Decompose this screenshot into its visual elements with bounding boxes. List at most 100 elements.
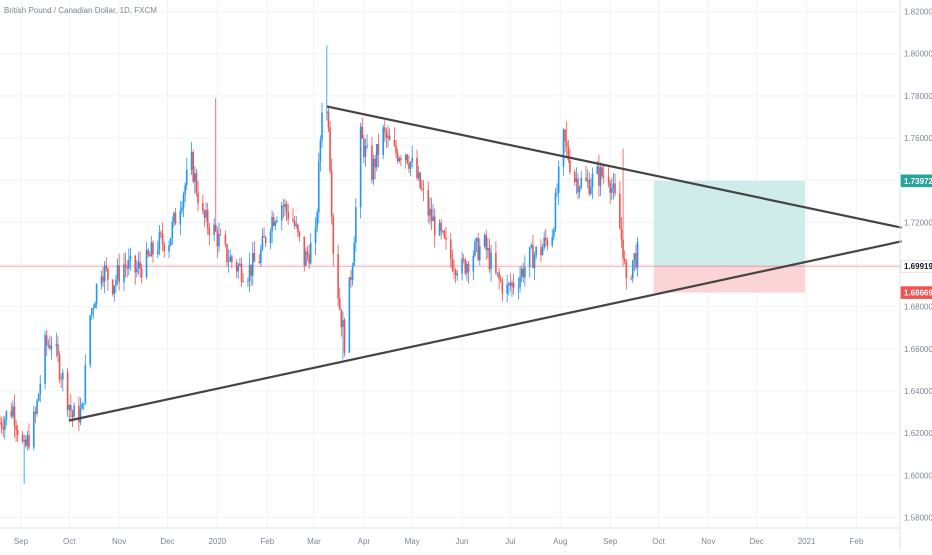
candle-body <box>562 129 565 167</box>
candle-body <box>147 250 149 256</box>
candle-body <box>445 237 447 240</box>
price-badge-target <box>900 174 932 188</box>
candle-body <box>443 231 446 238</box>
candle-body <box>541 247 544 256</box>
candle-body <box>219 234 222 236</box>
candle-body <box>429 208 431 216</box>
candle-body <box>472 255 475 272</box>
candle-body <box>216 231 219 247</box>
candle-body <box>338 298 341 310</box>
candle-body <box>478 246 481 261</box>
candle-body <box>633 253 636 261</box>
x-tick-label: Feb <box>850 537 864 546</box>
candle-body <box>116 265 119 280</box>
candle-body <box>103 265 106 282</box>
candle-body <box>203 210 206 218</box>
candle-body <box>285 203 288 212</box>
candle-body <box>343 319 346 353</box>
candle-body <box>586 179 589 181</box>
candle-body <box>573 171 576 182</box>
candle-body <box>160 232 162 234</box>
y-tick-label: 1.64000 <box>904 387 932 396</box>
candle-body <box>598 166 600 186</box>
candle-body <box>115 279 117 286</box>
candle-body <box>506 284 508 294</box>
candle-body <box>152 242 154 255</box>
candle-body <box>295 224 298 227</box>
candle-body <box>271 217 273 232</box>
candle-body <box>377 144 380 155</box>
candle-body <box>483 234 486 247</box>
x-tick-label: 2020 <box>208 537 226 546</box>
candle-body <box>375 144 378 168</box>
candle-body <box>337 254 339 299</box>
candle-body <box>353 242 356 266</box>
candle-body <box>90 308 93 316</box>
candle-body <box>57 344 59 356</box>
candle-body <box>50 346 53 349</box>
candle-body <box>400 158 402 161</box>
candle-body <box>205 210 207 218</box>
candle-body <box>554 193 557 230</box>
price-badges: 1.73972 1.69919 1.68669 <box>900 174 932 299</box>
candle-body <box>260 249 262 264</box>
candle-body <box>197 192 199 204</box>
candle-body <box>374 158 376 168</box>
candle-body <box>148 255 151 257</box>
candle-body <box>544 237 547 241</box>
candle-body <box>623 258 626 262</box>
candle-body <box>105 265 108 269</box>
candle-body <box>231 256 233 263</box>
candle-body <box>327 111 330 128</box>
candle-body <box>427 190 430 216</box>
y-tick-label: 1.62000 <box>904 429 932 438</box>
candle-body <box>173 212 175 223</box>
candle-body <box>350 277 352 280</box>
candle-body <box>411 157 413 163</box>
y-tick-label: 1.68000 <box>904 303 932 312</box>
candle-body <box>0 422 3 428</box>
candle-body <box>602 176 605 177</box>
candle-body <box>364 145 367 158</box>
x-tick-label: 2021 <box>798 537 816 546</box>
candle-body <box>557 166 560 193</box>
candle-body <box>94 303 96 309</box>
candle-body <box>250 264 252 276</box>
symbol-title: British Pound / Canadian Dollar, 1D, FXC… <box>4 6 157 15</box>
candle-body <box>12 406 14 417</box>
price-badge-stop <box>900 286 932 299</box>
candle-body <box>409 162 412 169</box>
candle-body <box>636 241 639 268</box>
candle-body <box>351 265 354 280</box>
y-tick-label: 1.76000 <box>904 134 932 143</box>
candle-body <box>467 264 470 272</box>
candle-body <box>308 254 310 264</box>
candle-body <box>276 220 278 223</box>
candle-body <box>303 236 306 266</box>
candle-body <box>316 212 318 228</box>
candle-body <box>340 309 343 328</box>
candle-body <box>485 234 488 250</box>
candle-body <box>68 405 71 410</box>
candle-body <box>540 246 542 256</box>
candle-body <box>619 193 621 229</box>
candle-body <box>314 227 317 244</box>
candle-body <box>171 222 174 239</box>
candle-body <box>553 229 555 237</box>
candle-body <box>36 400 38 414</box>
y-tick-label: 1.66000 <box>904 345 932 354</box>
candle-body <box>326 111 328 113</box>
candle-body <box>342 319 344 328</box>
candle-body <box>591 173 594 187</box>
x-tick-label: Oct <box>652 537 665 546</box>
candle-body <box>433 216 436 236</box>
candle-body <box>55 344 58 347</box>
candle-body <box>309 243 312 264</box>
x-tick-label: Dec <box>750 537 764 546</box>
candle-body <box>45 335 48 346</box>
candle-body <box>371 145 373 180</box>
candle-body <box>498 272 500 279</box>
candle-body <box>206 210 209 228</box>
candle-body <box>556 192 558 194</box>
